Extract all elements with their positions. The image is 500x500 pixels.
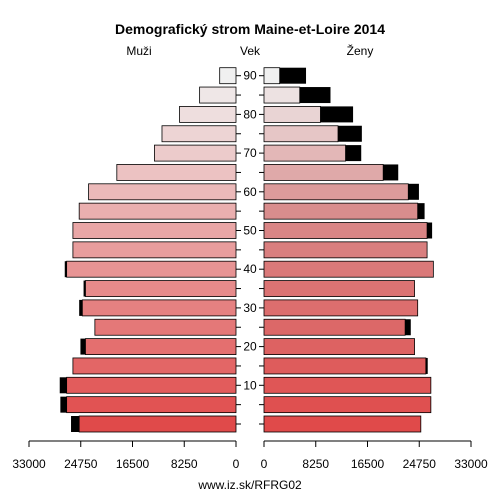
bar-male-55-59 — [78, 202, 237, 220]
right-label: Ženy — [347, 43, 374, 58]
bar-male-65-69 — [116, 164, 237, 181]
bar-female-5-9 — [263, 396, 432, 414]
x-tick-left-24750: 24750 — [64, 457, 98, 471]
bar-female-excess-85-89 — [299, 87, 331, 104]
x-tick-left-16500: 16500 — [116, 457, 150, 471]
bar-female-45-49 — [263, 241, 428, 259]
bar-male-30-34 — [81, 299, 237, 317]
x-tick-right-16500: 16500 — [351, 457, 385, 471]
bar-female-excess-60-64 — [408, 183, 419, 200]
bar-male-80-84 — [179, 106, 237, 123]
age-tick-label-20: 20 — [243, 340, 257, 354]
bar-female-excess-25-29 — [405, 319, 411, 336]
bar-female-80-84 — [263, 106, 321, 123]
bar-female-60-64 — [263, 183, 409, 201]
bar-male-0-4 — [78, 415, 237, 433]
bar-male-excess-40-44 — [64, 261, 67, 278]
x-tick-right-33000: 33000 — [454, 457, 488, 471]
x-tick-left-0: 0 — [233, 457, 240, 471]
bar-female-50-54 — [263, 222, 428, 239]
bar-female-excess-90+ — [279, 67, 307, 84]
left-label: Muži — [126, 44, 151, 58]
bar-female-70-74 — [263, 144, 346, 162]
bar-male-90+ — [219, 67, 237, 85]
bars-group — [59, 67, 434, 433]
x-tick-left-33000: 33000 — [12, 457, 46, 471]
bar-male-excess-10-14 — [59, 377, 67, 394]
bar-male-20-24 — [85, 338, 237, 356]
age-tick-label-70: 70 — [243, 146, 257, 160]
x-tick-right-0: 0 — [261, 457, 268, 471]
bar-female-excess-75-79 — [338, 125, 362, 142]
bar-female-excess-55-59 — [417, 203, 425, 220]
footer-url: www.iz.sk/RFRG02 — [197, 478, 302, 492]
bar-male-40-44 — [66, 260, 237, 278]
age-tick-label-40: 40 — [243, 262, 257, 276]
x-tick-left-8250: 8250 — [171, 457, 198, 471]
bar-female-excess-50-54 — [427, 222, 433, 239]
bar-female-75-79 — [263, 125, 339, 143]
age-tick-label-60: 60 — [243, 185, 257, 199]
bar-male-60-64 — [88, 183, 237, 201]
bar-female-30-34 — [263, 299, 419, 317]
age-tick-label-30: 30 — [243, 301, 257, 315]
bar-female-15-19 — [263, 357, 427, 375]
bar-male-5-9 — [66, 396, 237, 414]
center-label: Vek — [240, 44, 261, 58]
bar-male-excess-20-24 — [80, 338, 86, 355]
age-tick-label-50: 50 — [243, 224, 257, 238]
bar-female-90+ — [263, 67, 281, 85]
bar-female-excess-15-19 — [425, 357, 428, 374]
bar-female-25-29 — [263, 318, 406, 336]
bar-male-15-19 — [72, 357, 237, 375]
bar-female-0-4 — [263, 415, 422, 433]
bar-male-10-14 — [66, 376, 237, 394]
bar-male-excess-0-4 — [71, 416, 80, 432]
x-tick-right-24750: 24750 — [403, 457, 437, 471]
bar-female-excess-65-69 — [383, 164, 399, 181]
chart-title: Demografický strom Maine-et-Loire 2014 — [115, 21, 385, 37]
bar-female-85-89 — [263, 86, 301, 104]
age-tick-label-10: 10 — [243, 378, 257, 392]
bar-male-excess-5-9 — [60, 396, 67, 413]
bar-female-excess-80-84 — [320, 106, 354, 123]
bar-female-35-39 — [263, 280, 415, 297]
bar-female-55-59 — [263, 202, 419, 220]
bar-female-20-24 — [263, 338, 415, 356]
axes-group: 10 20 30 40 50 60 70 80 90 33000 24750 16500 8250 0 0 8… — [12, 69, 488, 471]
bar-male-35-39 — [85, 280, 237, 297]
bar-female-65-69 — [263, 164, 384, 181]
age-tick-label-80: 80 — [243, 107, 257, 121]
bar-male-50-54 — [72, 222, 237, 239]
bar-female-40-44 — [263, 260, 434, 278]
bar-male-70-74 — [154, 144, 237, 162]
bar-female-10-14 — [263, 376, 432, 394]
bar-male-excess-35-39 — [83, 280, 86, 297]
bar-male-85-89 — [199, 86, 237, 104]
bar-male-excess-30-34 — [79, 299, 83, 316]
bar-male-45-49 — [72, 241, 237, 259]
age-tick-label-90: 90 — [243, 69, 257, 83]
bar-male-75-79 — [161, 125, 237, 143]
bar-male-25-29 — [94, 318, 237, 336]
x-tick-right-8250: 8250 — [302, 457, 329, 471]
bar-female-excess-70-74 — [345, 145, 362, 162]
